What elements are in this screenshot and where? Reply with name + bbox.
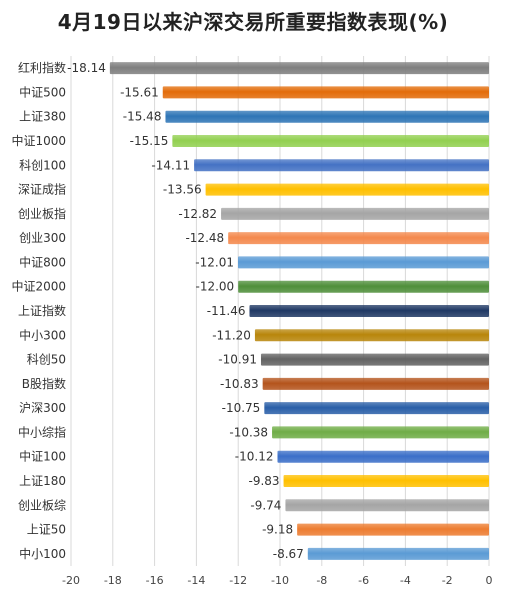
category-label: 深证成指 <box>18 182 66 197</box>
value-label: -12.01 <box>195 255 234 269</box>
value-label: -15.15 <box>130 134 169 148</box>
category-label: 中证500 <box>19 84 66 99</box>
bar <box>237 256 489 269</box>
bar <box>194 159 489 172</box>
chart-title: 4月19日以来沪深交易所重要指数表现(%) <box>57 10 449 34</box>
value-label: -15.61 <box>120 85 159 99</box>
value-label: -10.38 <box>229 425 268 439</box>
bar <box>272 426 489 439</box>
value-label: -10.75 <box>222 401 261 415</box>
value-label: -11.46 <box>207 304 246 318</box>
value-label: -10.12 <box>235 450 274 464</box>
bar <box>254 329 489 342</box>
value-label: -13.56 <box>163 183 202 197</box>
category-label: 上证180 <box>19 474 66 488</box>
bar <box>162 86 489 99</box>
category-label: 中小100 <box>19 546 66 561</box>
bar <box>297 523 489 536</box>
bar <box>109 62 490 75</box>
x-tick-label: -12 <box>229 574 247 587</box>
bar <box>285 499 489 512</box>
bar <box>260 353 489 366</box>
bar <box>205 183 489 196</box>
category-label: 上证50 <box>27 523 66 537</box>
category-label: 沪深300 <box>19 401 66 415</box>
category-label: 创业板综 <box>18 498 66 512</box>
bar <box>249 305 489 317</box>
x-tick-label: -4 <box>400 574 411 587</box>
category-label: 中证1000 <box>11 133 66 148</box>
value-label: -9.74 <box>250 498 281 512</box>
value-label: -9.18 <box>262 523 293 537</box>
x-tick-label: -6 <box>358 574 369 587</box>
category-label: 中证100 <box>19 449 66 464</box>
value-label: -10.83 <box>220 377 259 391</box>
x-tick-label: -20 <box>62 574 80 587</box>
category-label: 上证指数 <box>18 303 66 318</box>
x-tick-label: 0 <box>486 574 493 587</box>
value-label: -10.91 <box>218 353 257 367</box>
value-label: -14.11 <box>151 158 190 172</box>
category-label: 创业300 <box>19 231 66 245</box>
x-tick-label: -16 <box>146 574 164 587</box>
category-label: 科创100 <box>19 158 66 172</box>
value-label: -12.00 <box>196 280 235 294</box>
value-label: -12.82 <box>178 207 217 221</box>
category-label: 中证800 <box>19 254 66 269</box>
bar <box>165 110 489 123</box>
bar <box>264 402 489 415</box>
bar <box>262 377 489 390</box>
bar <box>221 207 489 220</box>
bar <box>307 547 489 560</box>
value-label: -8.67 <box>273 547 304 561</box>
category-label: 上证380 <box>19 110 66 124</box>
bar <box>172 135 490 147</box>
value-label: -11.20 <box>212 328 251 342</box>
category-label: 中证2000 <box>11 279 66 294</box>
x-tick-label: -8 <box>316 574 327 587</box>
value-label: -15.48 <box>123 110 162 124</box>
category-label: 科创50 <box>27 353 66 367</box>
value-label: -12.48 <box>185 231 224 245</box>
x-tick-label: -14 <box>187 574 205 587</box>
category-label: 创业板指 <box>18 206 66 221</box>
x-tick-label: -10 <box>271 574 289 587</box>
bar <box>238 280 489 293</box>
category-label: B股指数 <box>22 376 66 391</box>
category-label: 中小300 <box>19 327 66 342</box>
bar <box>277 450 489 463</box>
x-tick-label: -18 <box>104 574 122 587</box>
value-label: -18.14 <box>67 61 106 75</box>
x-tick-label: -2 <box>442 574 453 587</box>
bar <box>228 232 489 245</box>
bar <box>283 475 489 487</box>
value-label: -9.83 <box>248 474 279 488</box>
category-label: 中小综指 <box>18 424 66 439</box>
category-label: 红利指数 <box>18 60 66 75</box>
